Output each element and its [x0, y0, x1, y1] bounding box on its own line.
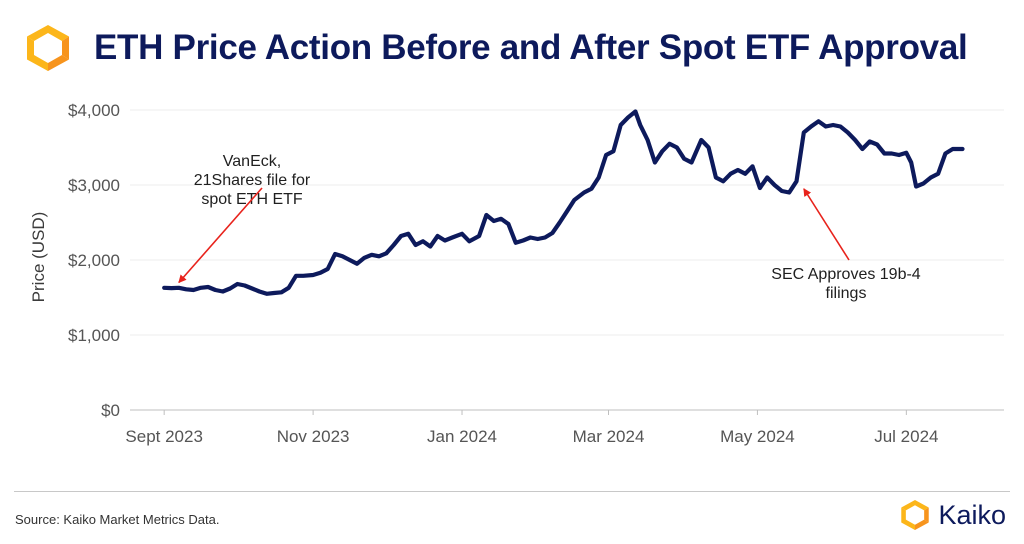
red-arrow	[803, 188, 850, 261]
y-tick-label: $2,000	[68, 251, 120, 270]
y-axis-label: Price (USD)	[29, 212, 48, 303]
annotation-text: filings	[826, 285, 867, 302]
price-chart: $0 $1,000 $2,000 $3,000 $4,000 Sept 2023 Nov …	[29, 101, 1004, 446]
kaiko-logo-icon	[27, 25, 69, 71]
chart-title: ETH Price Action Before and After Spot E…	[94, 28, 968, 67]
y-tick-label: $4,000	[68, 101, 120, 120]
y-tick-label: $1,000	[68, 326, 120, 345]
annotation: SEC Approves 19b-4 filings	[771, 188, 921, 302]
x-tick-label: Mar 2024	[573, 427, 645, 446]
x-tick-label: Sept 2023	[125, 427, 203, 446]
source-note: Source: Kaiko Market Metrics Data.	[15, 512, 220, 527]
annotation-text: VanEck,	[223, 153, 281, 170]
y-axis: $0 $1,000 $2,000 $3,000 $4,000	[68, 101, 120, 420]
brand: Kaiko	[898, 498, 1006, 532]
red-arrow	[178, 187, 263, 284]
y-tick-label: $3,000	[68, 176, 120, 195]
x-tick-label: May 2024	[720, 427, 795, 446]
annotation-text: SEC Approves 19b-4	[771, 266, 921, 283]
y-tick-label: $0	[101, 401, 120, 420]
grid-lines	[130, 109, 1004, 411]
x-tick-label: Nov 2023	[277, 427, 350, 446]
kaiko-logo-icon	[901, 499, 930, 531]
annotation-text: 21Shares file for	[194, 172, 311, 189]
series	[162, 109, 965, 296]
title-row: ETH Price Action Before and After Spot E…	[22, 20, 968, 76]
x-tick-label: Jul 2024	[874, 427, 938, 446]
x-tick-label: Jan 2024	[427, 427, 497, 446]
footer-divider	[14, 491, 1010, 492]
price-line	[162, 109, 965, 296]
x-axis: Sept 2023 Nov 2023 Jan 2024 Mar 2024 May 202…	[125, 410, 938, 446]
brand-name: Kaiko	[938, 499, 1006, 530]
